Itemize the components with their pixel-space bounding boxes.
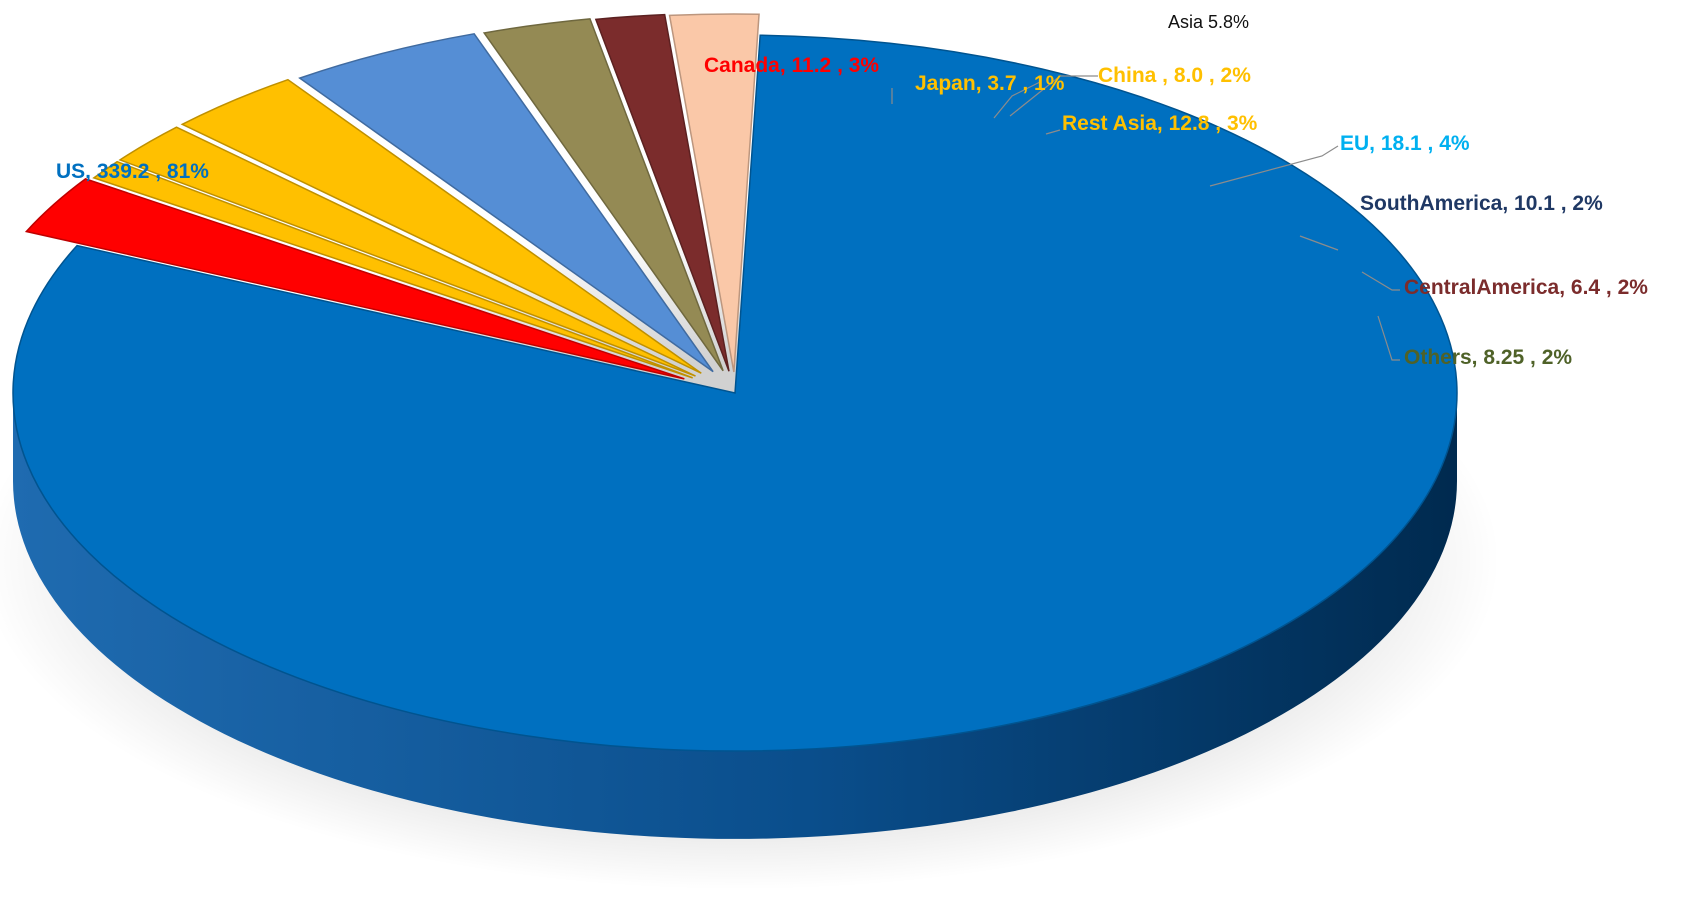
leader-line-china [1009,75,1098,117]
data-label-canada: Canada, 11.2 , 3% [704,54,879,77]
slice-southamerica [482,18,724,372]
leader-line-japan [993,81,1041,119]
slice-japan [92,160,693,379]
leader-line-southamerica [1299,235,1339,251]
data-label-eu: EU, 18.1 , 4% [1340,132,1470,155]
leader-line-centralamerica [1361,271,1400,291]
slice-others [668,13,760,373]
data-label-southamerica: SouthAmerica, 10.1 , 2% [1360,192,1603,215]
leader-line-rest-asia [1045,129,1061,135]
data-label-centralamerica: CentralAmerica, 6.4 , 2% [1404,276,1648,299]
slice-centralamerica [594,13,730,372]
slice-canada [24,178,685,380]
leader-line-others [1377,315,1400,361]
slice-eu [298,32,714,373]
data-label-us: US, 339.2 , 81% [56,160,209,183]
slice-rest-asia [180,78,702,374]
data-label-rest-asia: Rest Asia, 12.8 , 3% [1062,112,1258,135]
slice-us [12,34,1458,752]
asia-annotation: Asia 5.8% [1168,12,1249,32]
data-label-japan: Japan, 3.7 , 1% [915,72,1065,95]
slice-china [118,126,696,377]
data-label-others: Others, 8.25 , 2% [1404,346,1572,369]
data-label-china: China , 8.0 , 2% [1098,64,1251,87]
leader-line-eu [1209,145,1339,187]
slice-side-us [13,393,1457,839]
